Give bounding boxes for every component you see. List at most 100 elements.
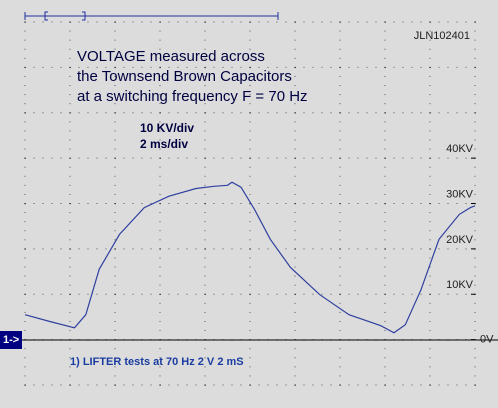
grid-dot (24, 239, 26, 241)
grid-dot (204, 302, 206, 304)
grid-dot (168, 203, 170, 204)
footer: 1) LIFTER tests at 70 Hz 2 V 2 mS (70, 356, 244, 368)
grid-dot (267, 157, 269, 159)
grid-dot (204, 166, 206, 168)
grid-dot (474, 21, 476, 23)
grid-dot (69, 375, 71, 377)
grid-dot (195, 203, 197, 204)
grid-dot (240, 384, 242, 386)
grid-dot (384, 166, 386, 168)
grid-dot (384, 357, 386, 359)
grid-dot (177, 21, 179, 23)
grid-dot (24, 257, 26, 259)
grid-dot (429, 139, 431, 141)
grid-dot (474, 148, 476, 150)
grid-dot (303, 157, 305, 159)
grid-dot (159, 248, 161, 250)
grid-dot (69, 293, 71, 295)
grid-dot (429, 293, 431, 295)
grid-dot (429, 157, 431, 159)
grid-dot (42, 248, 44, 250)
grid-dot (429, 348, 431, 350)
grid-dot (357, 66, 359, 68)
grid-dot (204, 357, 206, 359)
grid-dot (87, 66, 89, 68)
grid-dot (447, 157, 449, 159)
grid-dot (204, 203, 206, 205)
grid-dot (303, 384, 305, 386)
grid-dot (294, 57, 296, 59)
grid-dot (240, 248, 242, 250)
grid-dot (258, 293, 260, 295)
grid-dot (429, 257, 431, 259)
grid-dot (132, 293, 134, 295)
grid-dot (204, 384, 206, 386)
grid-dot (24, 357, 26, 359)
grid-dot (294, 48, 296, 50)
grid-dot (114, 284, 116, 286)
grid-dot (366, 248, 368, 250)
grid-dot (24, 30, 26, 32)
grid-dot (402, 384, 404, 386)
grid-dot (303, 248, 305, 250)
grid-dot (114, 85, 116, 87)
grid-dot (159, 85, 161, 87)
grid-dot (465, 66, 467, 68)
grid-dot (429, 57, 431, 59)
grid-dot (249, 75, 251, 77)
grid-dot (321, 21, 323, 23)
grid-dot (60, 66, 62, 68)
grid-dot (474, 184, 476, 186)
grid-dot (177, 66, 179, 68)
grid-dot (24, 375, 26, 377)
grid-dot (159, 384, 161, 386)
grid-dot (303, 112, 305, 114)
grid-dot (249, 21, 251, 23)
top-bar (24, 11, 279, 21)
grid-dot (159, 57, 161, 59)
grid-dot (60, 293, 62, 295)
grid-dot (204, 257, 206, 259)
grid-dot (249, 257, 251, 259)
grid-dot (339, 275, 341, 277)
grid-dot (24, 275, 26, 277)
grid-dot (249, 130, 251, 132)
grid-dot (159, 157, 161, 159)
grid-dot (258, 112, 260, 114)
grid-dot (96, 66, 98, 68)
grid-dot (447, 248, 449, 250)
grid-dot (339, 175, 341, 177)
grid-dot (339, 39, 341, 41)
grid-dot (60, 21, 62, 23)
grid-dot (51, 66, 53, 68)
grid-dot (114, 266, 116, 268)
grid-dot (249, 39, 251, 41)
grid-dot (357, 384, 359, 386)
grid-dot (186, 203, 188, 204)
grid-dot (429, 193, 431, 195)
grid-dot (339, 139, 341, 141)
grid-dot (114, 66, 116, 69)
grid-dot (195, 293, 197, 295)
grid-dot (384, 94, 386, 96)
grid-dot (294, 375, 296, 377)
grid-dot (87, 384, 89, 386)
grid-dot (474, 30, 476, 32)
grid-dot (321, 384, 323, 386)
grid-dot (69, 203, 71, 205)
grid-dot (285, 21, 287, 23)
grid-dot (357, 248, 359, 250)
grid-dot (267, 112, 269, 114)
grid-dot (231, 157, 233, 159)
grid-dot (114, 130, 116, 132)
grid-dot (447, 203, 449, 204)
grid-dot (294, 275, 296, 277)
grid-dot (204, 112, 206, 114)
grid-dot (159, 112, 161, 114)
grid-dot (168, 157, 170, 159)
grid-dot (474, 94, 476, 96)
grid-dot (159, 94, 161, 96)
grid-dot (204, 175, 206, 177)
grid-dot (366, 384, 368, 386)
grid-dot (249, 66, 251, 69)
